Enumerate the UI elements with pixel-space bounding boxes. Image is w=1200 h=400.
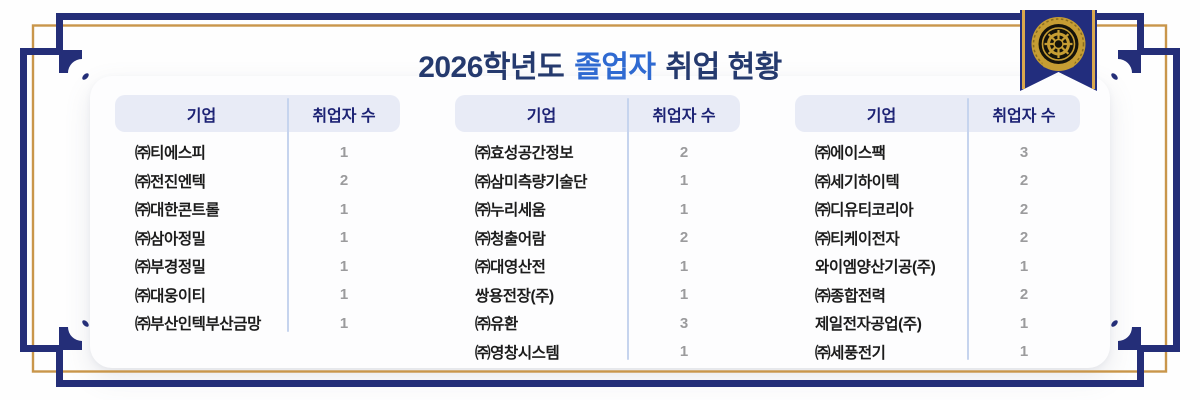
table-row: ㈜세풍전기 1 (795, 338, 1080, 367)
table-header: 기업 취업자 수 (455, 95, 740, 132)
company-name: 제일전자공업(주) (815, 316, 922, 334)
table-row: ㈜청출어람 2 (455, 224, 740, 253)
employee-count: 1 (339, 314, 349, 332)
company-name: ㈜티케이전자 (815, 230, 900, 248)
table-row: ㈜대영산전 1 (455, 252, 740, 281)
table-row: 와이엠양산기공(주) 1 (795, 252, 1080, 281)
table-body: ㈜효성공간정보 2 ㈜삼미측량기술단 1 ㈜누리세움 1 ㈜청출어람 2 ㈜대영… (455, 138, 740, 366)
employee-count: 2 (679, 143, 689, 161)
title-suffix: 취업 현황 (665, 51, 783, 84)
table-row: ㈜종합전력 2 (795, 281, 1080, 310)
company-name: ㈜세풍전기 (815, 344, 886, 362)
employee-count: 1 (679, 286, 689, 304)
company-name: 와이엠양산기공(주) (815, 259, 936, 277)
employee-count: 1 (679, 172, 689, 190)
table-row: 제일전자공업(주) 1 (795, 309, 1080, 338)
employment-table-1: 기업 취업자 수 ㈜티에스피 1 ㈜전진엔텍 2 ㈜대한콘트롤 1 ㈜삼아정밀 … (115, 95, 400, 338)
employee-count: 1 (339, 257, 349, 275)
corner-ornament-bottom-right (1111, 320, 1141, 350)
count-column-header: 취업자 수 (312, 107, 376, 125)
company-column-header: 기업 (526, 107, 557, 125)
employee-count: 1 (1019, 257, 1029, 275)
company-name: ㈜효성공간정보 (475, 145, 574, 163)
table-row: ㈜전진엔텍 2 (115, 167, 400, 196)
company-name: ㈜대한콘트롤 (135, 202, 220, 220)
company-name: ㈜유환 (475, 316, 518, 334)
table-row: ㈜효성공간정보 2 (455, 138, 740, 167)
employment-table-3: 기업 취업자 수 ㈜에이스팩 3 ㈜세기하이텍 2 ㈜디유티코리아 2 ㈜티케이… (795, 95, 1080, 366)
table-body: ㈜티에스피 1 ㈜전진엔텍 2 ㈜대한콘트롤 1 ㈜삼아정밀 1 ㈜부경정밀 1… (115, 138, 400, 338)
company-name: ㈜에이스팩 (815, 145, 886, 163)
employee-count: 3 (1019, 143, 1029, 161)
page-title: 2026학년도 졸업자 취업 현황 (0, 42, 1200, 86)
table-row: ㈜부경정밀 1 (115, 252, 400, 281)
table-header: 기업 취업자 수 (795, 95, 1080, 132)
employment-table-2: 기업 취업자 수 ㈜효성공간정보 2 ㈜삼미측량기술단 1 ㈜누리세움 1 ㈜청… (455, 95, 740, 366)
company-name: ㈜영창시스템 (475, 344, 560, 362)
table-row: ㈜대한콘트롤 1 (115, 195, 400, 224)
table-row: ㈜유환 3 (455, 309, 740, 338)
table-row: ㈜에이스팩 3 (795, 138, 1080, 167)
title-year: 2026학년도 (418, 51, 565, 84)
company-name: ㈜누리세움 (475, 202, 546, 220)
count-column-header: 취업자 수 (992, 107, 1056, 125)
title-highlight: 졸업자 (574, 51, 656, 84)
employee-count: 2 (679, 229, 689, 247)
corner-ornament-bottom-left (59, 320, 89, 350)
employee-count: 1 (679, 200, 689, 218)
employee-count: 3 (679, 314, 689, 332)
company-name: ㈜삼아정밀 (135, 230, 206, 248)
company-name: ㈜티에스피 (135, 145, 206, 163)
frame-left (20, 48, 61, 352)
employee-count: 2 (1019, 200, 1029, 218)
table-body: ㈜에이스팩 3 ㈜세기하이텍 2 ㈜디유티코리아 2 ㈜티케이전자 2 와이엠양… (795, 138, 1080, 366)
employee-count: 2 (1019, 229, 1029, 247)
employee-count: 1 (339, 286, 349, 304)
table-row: ㈜누리세움 1 (455, 195, 740, 224)
employee-count: 2 (1019, 172, 1029, 190)
employee-count: 1 (339, 200, 349, 218)
table-header: 기업 취업자 수 (115, 95, 400, 132)
table-row: ㈜대웅이티 1 (115, 281, 400, 310)
frame-right (1139, 48, 1180, 352)
company-name: ㈜대웅이티 (135, 287, 206, 305)
company-name: ㈜삼미측량기술단 (475, 173, 588, 191)
company-name: ㈜부산인텍부산금망 (135, 316, 261, 334)
count-column-header: 취업자 수 (652, 107, 716, 125)
employee-count: 1 (1019, 314, 1029, 332)
employee-count: 1 (339, 229, 349, 247)
company-name: 쌍용전장(주) (475, 287, 554, 305)
table-row: ㈜티에스피 1 (115, 138, 400, 167)
employee-count: 1 (679, 343, 689, 361)
company-name: ㈜디유티코리아 (815, 202, 914, 220)
company-name: ㈜청출어람 (475, 230, 546, 248)
table-row: ㈜티케이전자 2 (795, 224, 1080, 253)
employee-count: 2 (1019, 286, 1029, 304)
content-card: 기업 취업자 수 ㈜티에스피 1 ㈜전진엔텍 2 ㈜대한콘트롤 1 ㈜삼아정밀 … (90, 76, 1110, 368)
table-row: ㈜삼아정밀 1 (115, 224, 400, 253)
company-name: ㈜세기하이텍 (815, 173, 900, 191)
company-name: ㈜부경정밀 (135, 259, 206, 277)
employee-count: 2 (339, 172, 349, 190)
employee-count: 1 (679, 257, 689, 275)
company-name: ㈜대영산전 (475, 259, 546, 277)
table-row: ㈜삼미측량기술단 1 (455, 167, 740, 196)
company-name: ㈜전진엔텍 (135, 173, 206, 191)
company-column-header: 기업 (186, 107, 217, 125)
company-name: ㈜종합전력 (815, 287, 886, 305)
table-row: ㈜영창시스템 1 (455, 338, 740, 367)
table-row: ㈜부산인텍부산금망 1 (115, 309, 400, 338)
employee-count: 1 (1019, 343, 1029, 361)
table-row: ㈜디유티코리아 2 (795, 195, 1080, 224)
company-column-header: 기업 (866, 107, 897, 125)
employee-count: 1 (339, 143, 349, 161)
table-row: ㈜세기하이텍 2 (795, 167, 1080, 196)
table-row: 쌍용전장(주) 1 (455, 281, 740, 310)
